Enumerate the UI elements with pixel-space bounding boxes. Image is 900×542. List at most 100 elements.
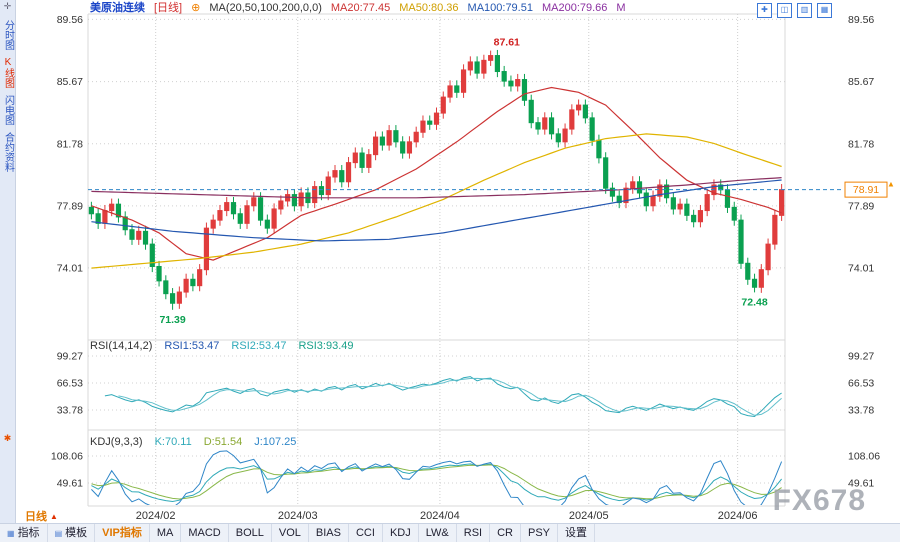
candle-up (677, 203, 683, 210)
layout-two-pane-icon[interactable]: ◫ (777, 3, 792, 18)
toolbar-item-label: RSI (463, 526, 483, 539)
last-price-badge[interactable] (844, 181, 888, 198)
layout-three-pane-icon[interactable]: ▥ (797, 3, 812, 18)
period-label[interactable]: [日线] (154, 2, 183, 14)
candle-up (176, 291, 182, 304)
candle-down (88, 206, 94, 215)
candle-down (379, 136, 385, 146)
toolbar-item-label: CR (497, 526, 513, 539)
candle-up (623, 187, 629, 204)
candle-down (589, 117, 595, 141)
candlestick-chart[interactable]: 89.56 89.56 85.67 85.67 81.78 81.78 77.89 77.89… (15, 0, 900, 524)
templates-icon: ▤ (54, 528, 63, 538)
layout-grid-icon[interactable]: ▦ (817, 3, 832, 18)
candle-down (521, 79, 528, 101)
candle-down (169, 293, 176, 304)
candle-down (616, 195, 622, 204)
rsi3-value: RSI3:93.49 (298, 340, 354, 352)
month-label: 2024/02 (136, 510, 176, 522)
candle-down (427, 120, 433, 125)
candle-up (366, 154, 372, 168)
sidebar-menu-icon[interactable]: ✛ (3, 1, 12, 11)
candle-down (149, 243, 155, 267)
price-up-arrow-icon: ▲ (887, 180, 895, 189)
sidebar-item-kline-chart[interactable]: K线图 (2, 57, 14, 88)
ma-settings-label[interactable]: MA(20,50,100,200,0,0) (209, 2, 322, 14)
candle-up (772, 214, 778, 245)
bias-button[interactable]: BIAS (309, 524, 349, 542)
candle-up (460, 69, 467, 93)
candle-down (596, 139, 602, 159)
add-window-icon[interactable]: ✚ (757, 3, 772, 18)
candle-down (474, 61, 480, 74)
candle-up (183, 278, 189, 293)
vol-button[interactable]: VOL (272, 524, 309, 542)
candle-down (670, 197, 676, 210)
candle-up (271, 208, 277, 229)
annotation-low: 72.48 (741, 296, 767, 308)
candle-up (386, 130, 392, 146)
cci-button[interactable]: CCI (349, 524, 383, 542)
ma100-value: MA100:79.51 (467, 2, 533, 14)
month-label: 2024/05 (569, 510, 609, 522)
rsi-label[interactable]: RSI(14,14,2) (90, 340, 153, 352)
chart-header: 美原油连续 [日线] ⊕ MA(20,50,100,200,0,0) MA20:… (90, 2, 626, 15)
ma-button[interactable]: MA (150, 524, 182, 542)
candle-down (393, 130, 399, 143)
toolbar-item-label: 设置 (565, 526, 587, 539)
sidebar-item-flash-chart[interactable]: 闪电图 (2, 95, 14, 125)
toolbar-item-label: BIAS (315, 526, 341, 539)
kdj-button[interactable]: KDJ (383, 524, 419, 542)
kdj-j-value: J:107.25 (254, 436, 297, 448)
candle-down (122, 216, 128, 231)
candle-down (603, 157, 609, 189)
ma20-line (91, 86, 782, 261)
watermark-fx678: FX678 (772, 484, 866, 517)
macd-button[interactable]: MACD (181, 524, 229, 542)
ma20-value: MA20:77.45 (330, 2, 391, 14)
settings-button[interactable]: 设置 (558, 524, 595, 542)
bottom-toolbar: ▦ 指标 ▤ 模板 VIP指标 MA MACD BOLL VOL BIAS CCI KDJ LW& RSI… (0, 523, 900, 542)
vip-indicators-button[interactable]: VIP指标 (95, 524, 150, 542)
psy-button[interactable]: PSY (521, 524, 558, 542)
sidebar-alert-icon[interactable]: ✱ (3, 433, 12, 443)
kdj-k-value: K:70.11 (154, 436, 192, 448)
candle-down (190, 278, 196, 287)
lwr-button[interactable]: LW& (419, 524, 457, 542)
indicators-button[interactable]: ▦ 指标 (0, 524, 48, 542)
candle-up (542, 117, 548, 130)
period-tab-daily[interactable]: 日线 ▲ (25, 508, 58, 524)
sidebar-item-time-chart[interactable]: 分时图 (2, 20, 14, 50)
rsi-axis-label: 99.27 (57, 351, 83, 363)
price-axis-label: 77.89 (57, 200, 83, 212)
sidebar-item-contract-info[interactable]: 合约资料 (2, 132, 14, 172)
toolbar-item-label: MACD (188, 526, 221, 539)
symbol-name[interactable]: 美原油连续 (90, 2, 145, 14)
candle-down (95, 213, 101, 224)
candle-down (548, 117, 555, 135)
rsi-button[interactable]: RSI (457, 524, 491, 542)
candle-down (115, 203, 122, 218)
candle-down (318, 186, 325, 196)
candle-down (745, 262, 751, 280)
templates-button[interactable]: ▤ 模板 (48, 524, 96, 542)
candle-up (312, 186, 318, 204)
add-indicator-icon[interactable]: ⊕ (191, 2, 201, 14)
candle-up (758, 269, 764, 288)
candle-down (555, 133, 561, 143)
rsi-axis-label: 66.53 (848, 377, 874, 389)
kdj-label[interactable]: KDJ(9,3,3) (90, 436, 143, 448)
rsi-axis-label: 33.78 (848, 405, 874, 417)
candle-down (724, 189, 731, 208)
candle-up (440, 96, 446, 114)
kdj-j-line (91, 450, 783, 505)
candle-down (237, 213, 243, 224)
toolbar-item-label: LW& (425, 526, 449, 539)
ma50-value: MA50:80.36 (399, 2, 459, 14)
kdj-axis-label: 108.06 (51, 451, 83, 463)
candle-up (244, 205, 250, 224)
candle-down (163, 280, 169, 295)
cr-button[interactable]: CR (490, 524, 521, 542)
boll-button[interactable]: BOLL (229, 524, 272, 542)
